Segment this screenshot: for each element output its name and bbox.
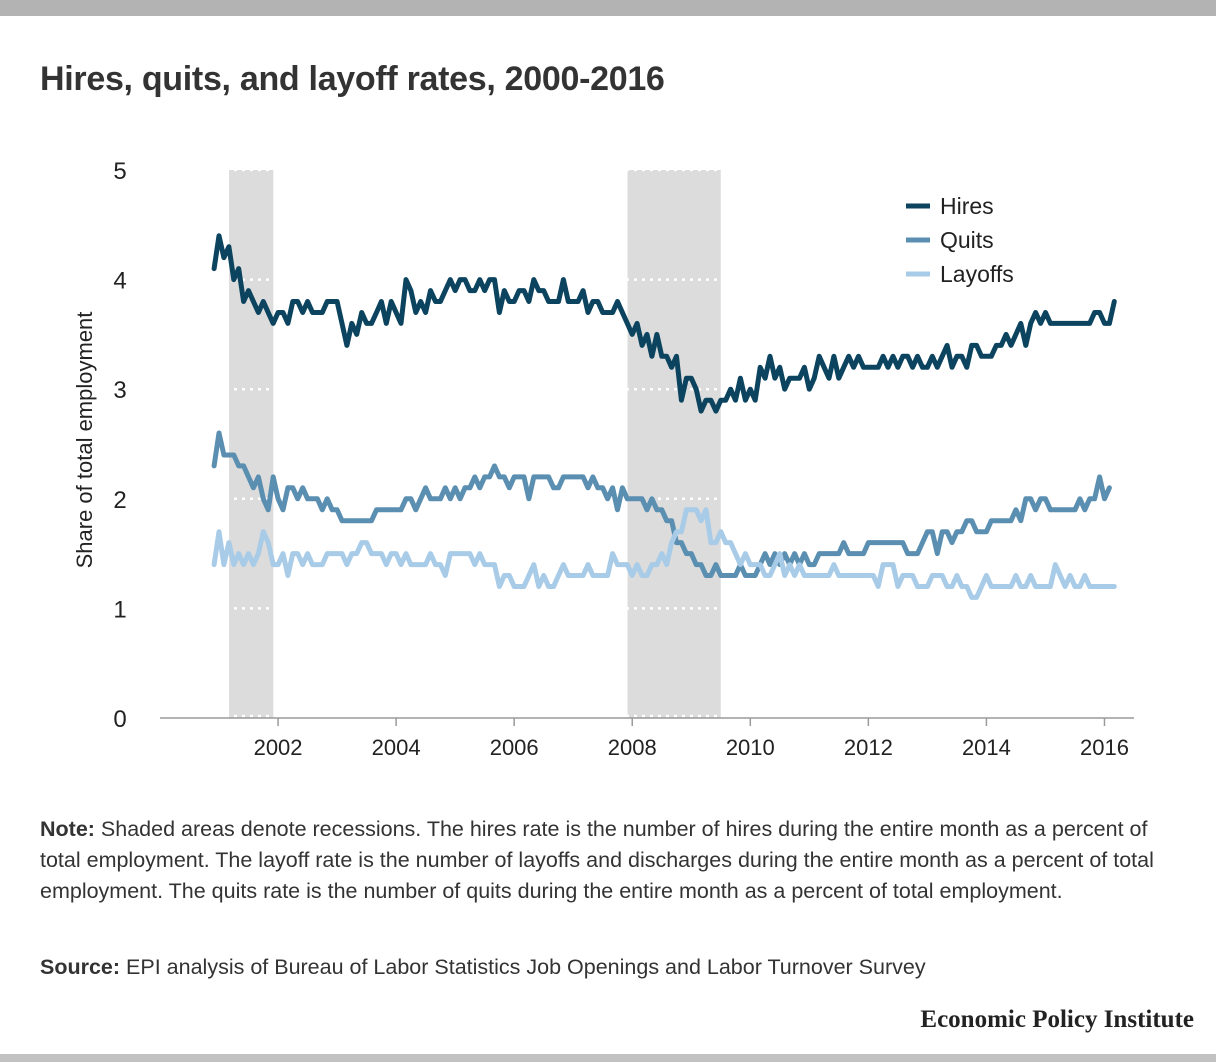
x-tick-label-2010: 2010	[726, 735, 775, 760]
legend-label-hires: Hires	[940, 193, 994, 219]
note-label: Note:	[40, 817, 95, 841]
x-tick-label-2006: 2006	[490, 735, 539, 760]
x-tick-label-2016: 2016	[1080, 735, 1129, 760]
top-border-bar	[0, 0, 1216, 16]
bottom-border-bar	[0, 1054, 1216, 1062]
chart-note: Note: Shaded areas denote recessions. Th…	[40, 814, 1190, 907]
y-tick-label-3: 3	[113, 377, 126, 404]
y-tick-label-4: 4	[113, 268, 126, 295]
legend-label-layoffs: Layoffs	[940, 261, 1014, 287]
legend-label-quits: Quits	[940, 227, 994, 253]
recession-band-1	[229, 170, 274, 718]
y-tick-label-2: 2	[113, 487, 126, 514]
series-line-quits	[211, 430, 1112, 578]
x-tick-label-2008: 2008	[608, 735, 657, 760]
y-tick-label-0: 0	[113, 706, 126, 733]
x-tick-label-2004: 2004	[372, 735, 421, 760]
chart-source: Source: EPI analysis of Bureau of Labor …	[40, 955, 926, 980]
chart-title: Hires, quits, and layoff rates, 2000-201…	[40, 60, 665, 98]
source-text: EPI analysis of Bureau of Labor Statisti…	[126, 955, 926, 979]
source-label: Source:	[40, 955, 121, 979]
line-chart: 0 1 2 3 4 5 2002 2004 2006 2008 2010 2012 2014 2016 Sh…	[72, 158, 1134, 760]
series-line-layoffs	[211, 507, 1117, 600]
y-tick-label-5: 5	[113, 158, 126, 185]
y-axis-title: Share of total employment	[72, 312, 97, 569]
y-tick-label-1: 1	[113, 596, 126, 623]
x-tick-label-2002: 2002	[254, 735, 303, 760]
x-tick-label-2014: 2014	[962, 735, 1011, 760]
x-tick-label-2012: 2012	[844, 735, 893, 760]
brand-logo-text: Economic Policy Institute	[920, 1006, 1194, 1033]
recession-band-2	[627, 170, 721, 718]
note-text: Shaded areas denote recessions. The hire…	[40, 817, 1154, 903]
series-line-hires	[211, 233, 1117, 414]
